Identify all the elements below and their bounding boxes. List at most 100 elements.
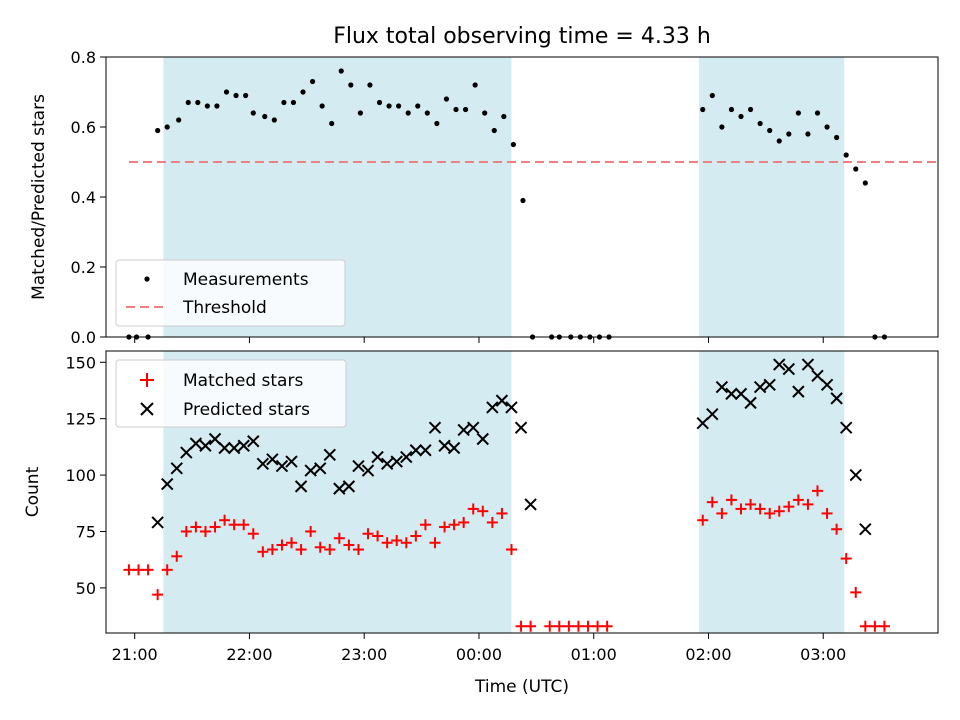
- predicted-star-b: [514, 421, 528, 434]
- predicted-star-point: [160, 477, 174, 491]
- matched-star-point: [391, 535, 403, 547]
- measurement-point: [510, 141, 516, 148]
- measurement-point: [271, 117, 277, 123]
- predicted-star-b: [476, 432, 489, 446]
- predicted-star-b: [753, 380, 767, 394]
- matched-star-point: [467, 503, 479, 515]
- matched-star-point: [869, 620, 881, 632]
- predicted-star-b: [380, 457, 394, 471]
- predicted-star-b: [189, 437, 203, 450]
- predicted-star-b: [342, 480, 356, 493]
- predicted-star-point: [380, 457, 394, 471]
- predicted-star-b: [859, 523, 872, 536]
- predicted-star-point: [486, 401, 499, 414]
- measurement-point: [719, 124, 725, 130]
- predicted-star-point: [323, 448, 336, 461]
- matched-star-point: [161, 564, 173, 576]
- predicted-star-b: [304, 464, 317, 477]
- measurement-point: [185, 99, 191, 106]
- measurement-point: [462, 106, 469, 113]
- matched-star-point: [448, 519, 460, 531]
- predicted-star-point: [811, 369, 824, 383]
- predicted-star-point: [744, 396, 757, 410]
- measurement-point: [290, 99, 297, 106]
- predicted-star-point: [514, 421, 528, 434]
- matched-star-point: [812, 485, 824, 497]
- matched-star-point: [209, 521, 221, 533]
- predicted-star-point: [218, 441, 231, 455]
- predicted-star-point: [199, 439, 212, 452]
- predicted-star-b: [744, 396, 757, 410]
- predicted-star-point: [170, 462, 183, 475]
- predicted-star-b: [333, 482, 346, 495]
- matched-star-point: [725, 494, 737, 506]
- y-tick-label: 0.4: [71, 188, 96, 207]
- measurement-point: [843, 152, 849, 158]
- measurement-point: [853, 166, 859, 172]
- predicted-star-b: [830, 392, 843, 405]
- measurement-point: [204, 103, 210, 109]
- predicted-star-point: [447, 441, 461, 455]
- matched-star-point: [601, 620, 613, 632]
- matched-star-point: [706, 496, 718, 508]
- matched-star-point: [840, 553, 852, 565]
- matched-star-point: [343, 539, 355, 551]
- bottom-x-ticks: 21:00 22:00 23:00 00:00 01:00 02:00 03:00: [112, 633, 846, 664]
- matched-star-point: [362, 528, 374, 540]
- matched-star-point: [429, 537, 441, 549]
- predicted-star-b: [428, 421, 442, 434]
- predicted-star-b: [725, 387, 738, 401]
- predicted-star-point: [763, 378, 776, 392]
- predicted-stars-points: [151, 358, 872, 536]
- measurement-point: [738, 113, 744, 120]
- matched-star-point: [821, 507, 833, 519]
- matched-star-point: [228, 519, 240, 531]
- measurement-point: [396, 103, 402, 109]
- y-tick-label: 0.8: [71, 48, 96, 67]
- predicted-star-b: [275, 459, 289, 473]
- y-tick-label: 125: [65, 410, 96, 429]
- predicted-star-point: [189, 437, 203, 450]
- predicted-star-point: [696, 416, 709, 430]
- legend-measurements-marker: [144, 276, 150, 282]
- predicted-star-b: [839, 421, 853, 434]
- matched-star-point: [859, 620, 871, 632]
- predicted-star-b: [151, 516, 164, 529]
- y-tick-label: 0.0: [71, 328, 96, 347]
- matched-star-point: [123, 564, 135, 576]
- matched-star-point: [171, 550, 183, 562]
- measurement-point: [214, 103, 220, 109]
- matched-star-point: [295, 544, 307, 556]
- predicted-star-point: [839, 421, 853, 434]
- predicted-star-b: [820, 378, 834, 392]
- y-tick-label: 100: [65, 466, 96, 485]
- predicted-star-point: [495, 394, 509, 407]
- x-axis-label: Time (UTC): [474, 677, 569, 697]
- predicted-star-b: [170, 462, 183, 475]
- matched-star-point: [582, 620, 594, 632]
- matched-star-point: [697, 514, 709, 526]
- predicted-star-point: [830, 392, 843, 405]
- bottom-panel: 50 75 100 125 150 21:00 22:00 23:00 00:00 01:00 0…: [23, 350, 939, 697]
- predicted-star-b: [180, 446, 193, 459]
- measurement-point: [415, 103, 421, 109]
- measurement-point: [424, 110, 430, 116]
- matched-star-point: [286, 537, 298, 549]
- x-tick-label: 03:00: [800, 645, 846, 664]
- predicted-star-b: [486, 401, 499, 414]
- predicted-star-b: [314, 462, 327, 475]
- matched-star-point: [247, 528, 259, 540]
- measurement-point: [520, 197, 526, 204]
- matched-star-point: [515, 620, 527, 632]
- predicted-star-b: [801, 358, 815, 371]
- predicted-star-b: [371, 450, 384, 464]
- x-tick-label: 22:00: [226, 645, 272, 664]
- matched-star-point: [372, 530, 384, 542]
- matched-star-point: [133, 564, 145, 576]
- bottom-y-axis-label: Count: [23, 466, 43, 517]
- bottom-axes-frame: [105, 350, 939, 634]
- matched-star-point: [773, 505, 785, 517]
- matched-star-point: [333, 532, 345, 544]
- predicted-star-point: [390, 455, 403, 468]
